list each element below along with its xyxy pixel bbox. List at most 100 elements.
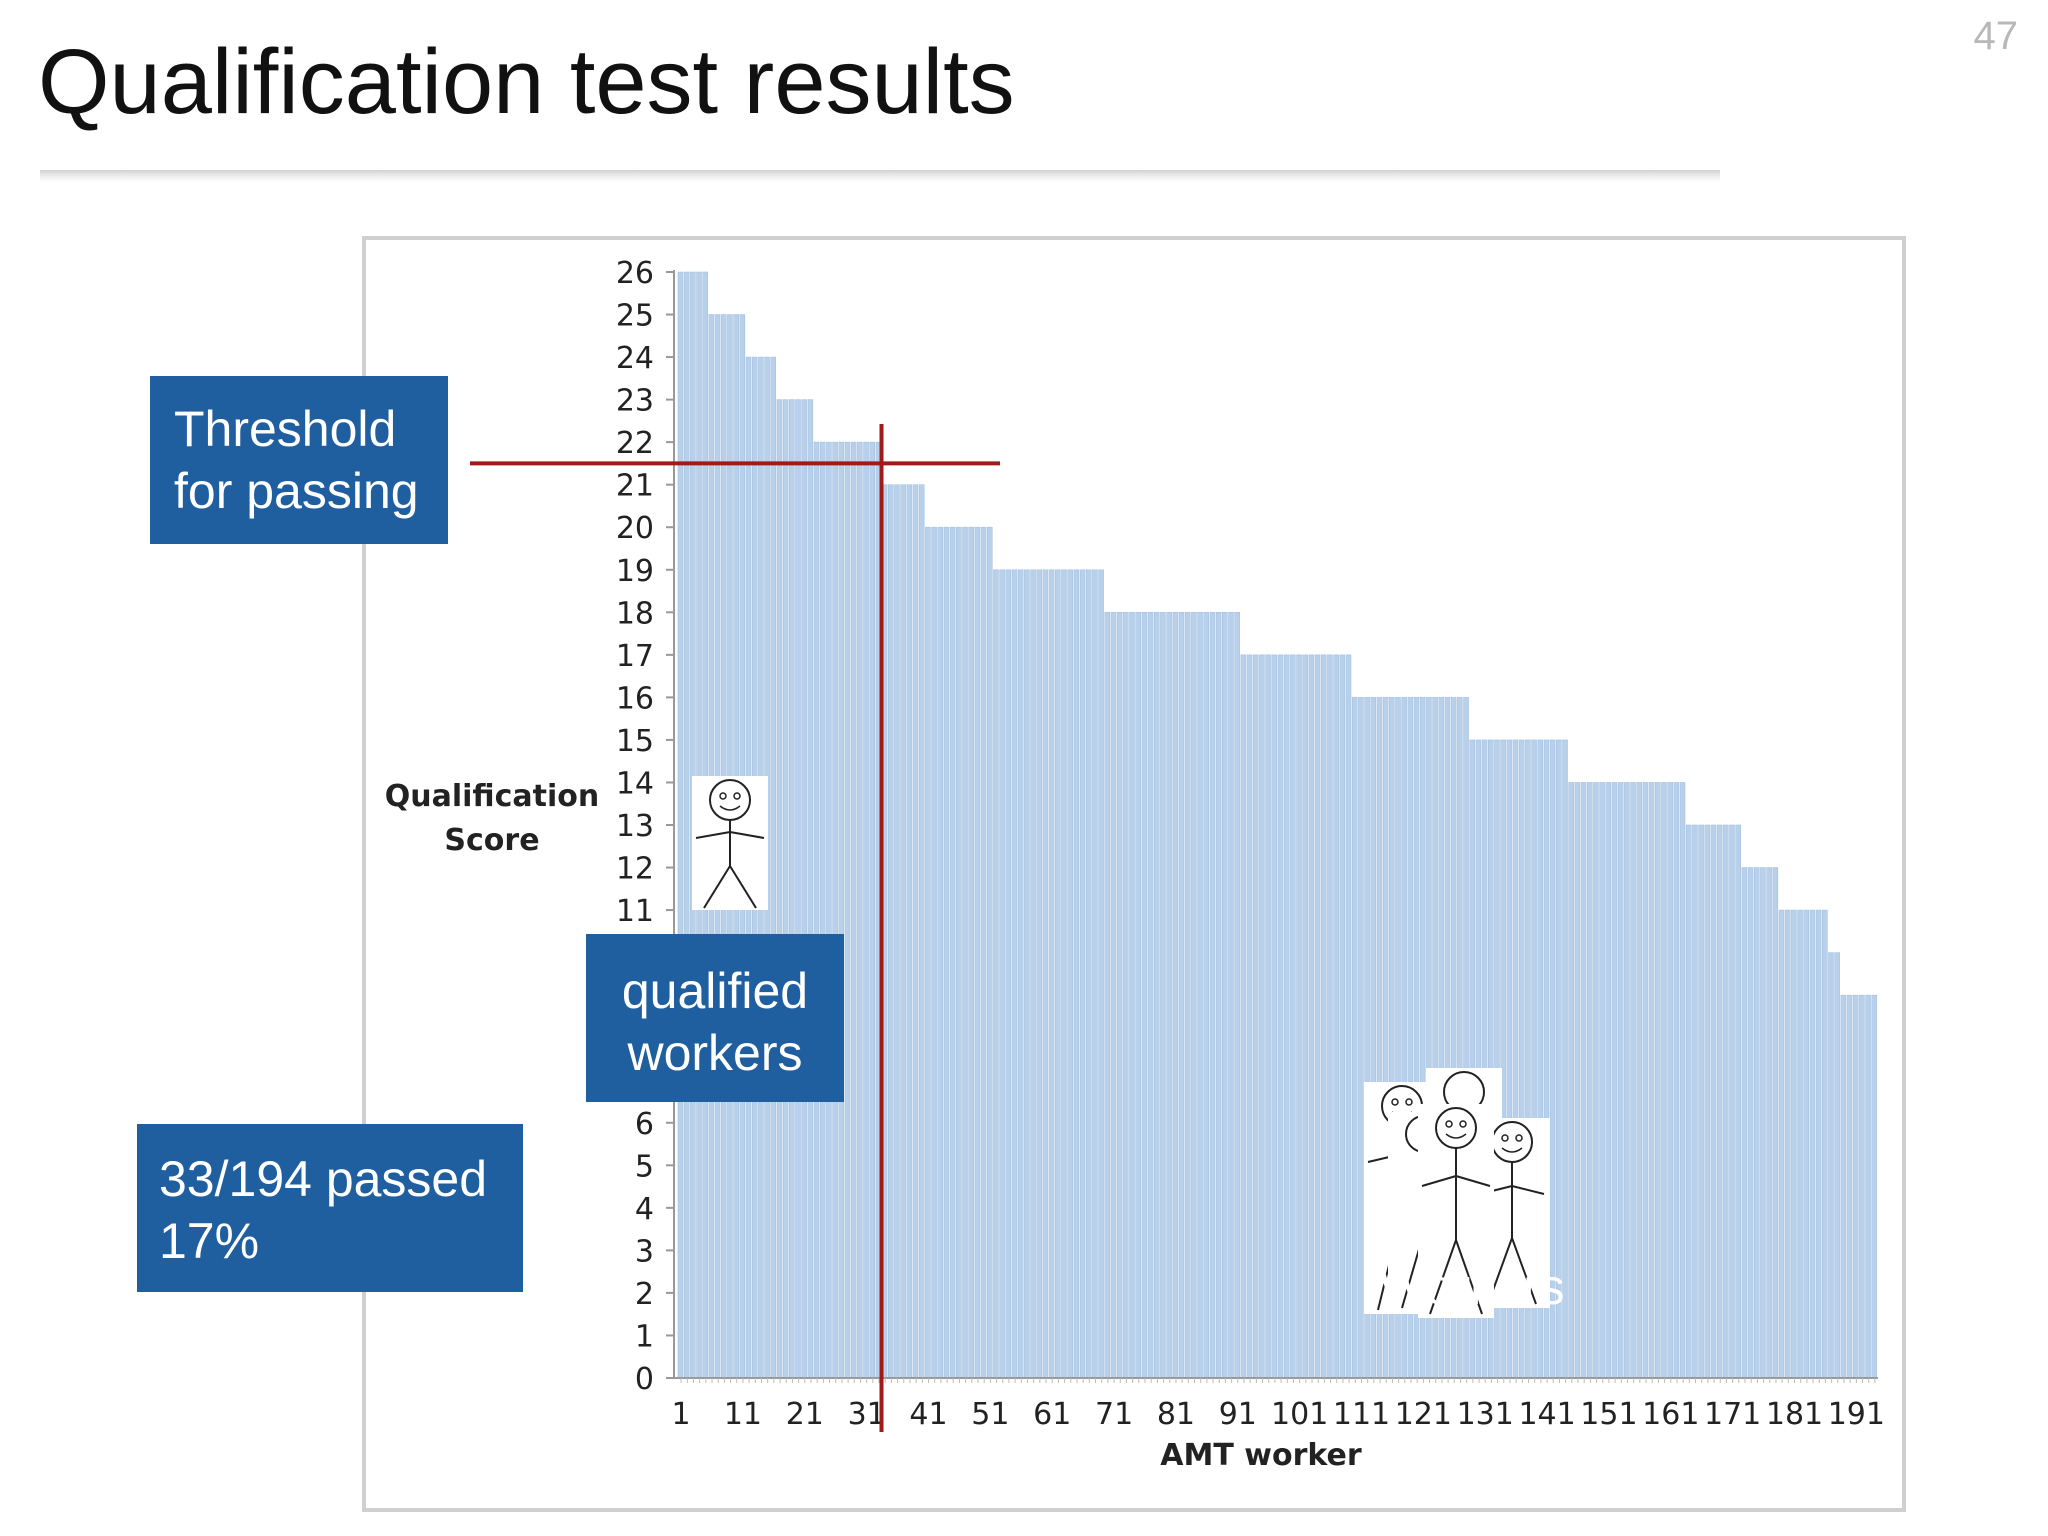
score-bar [1351, 697, 1358, 1379]
score-bar [1215, 612, 1222, 1379]
score-bar [1042, 569, 1049, 1379]
x-tick-label: 141 [1518, 1397, 1575, 1432]
score-bar [1636, 782, 1643, 1379]
threshold-callout: Threshold for passing [150, 376, 448, 544]
score-bar [1222, 612, 1228, 1379]
score-bar [1314, 654, 1321, 1379]
score-bar [1667, 782, 1673, 1379]
x-tick-label: 91 [1219, 1397, 1257, 1432]
x-tick-label: 191 [1828, 1397, 1885, 1432]
y-tick-label: 15 [616, 724, 654, 759]
y-tick-label: 4 [635, 1192, 654, 1227]
stick-figure-group-icon [1364, 1068, 1550, 1318]
x-tick-label: 21 [786, 1397, 824, 1432]
x-tick-label: 101 [1271, 1397, 1328, 1432]
score-bar [962, 526, 968, 1379]
bars-layer [677, 271, 1878, 1379]
score-bar [1048, 569, 1055, 1379]
score-bar [1234, 612, 1240, 1379]
score-bar [1024, 569, 1030, 1379]
score-bar [1197, 612, 1203, 1379]
score-bar [1166, 612, 1172, 1379]
score-bar [1828, 952, 1834, 1379]
score-bar [1704, 824, 1711, 1379]
qualified-callout-line1: qualified [621, 963, 809, 1019]
score-bar [1766, 867, 1772, 1379]
score-bar [956, 526, 962, 1379]
passed-callout-line1: 33/194 passed [159, 1151, 488, 1207]
score-bar [1123, 612, 1129, 1379]
score-bar [1271, 654, 1278, 1379]
y-ticks-layer: 0123456789101112131415161718192021222324… [616, 256, 674, 1397]
score-bar [1228, 612, 1234, 1379]
score-bar [1803, 909, 1810, 1379]
slide-number: 47 [1973, 14, 2019, 58]
y-tick-label: 13 [616, 809, 654, 844]
score-bar [1308, 654, 1315, 1379]
score-bar [1642, 782, 1649, 1379]
x-tick-label: 81 [1157, 1397, 1195, 1432]
y-tick-label: 3 [635, 1234, 654, 1269]
score-bar [1865, 994, 1871, 1379]
y-tick-label: 22 [616, 426, 654, 461]
qualified-workers-callout: qualified workers [586, 934, 844, 1102]
y-tick-label: 16 [616, 681, 654, 716]
score-bar [1840, 994, 1847, 1379]
score-bar [1593, 782, 1599, 1379]
score-bar [1723, 824, 1729, 1379]
score-bar [1753, 867, 1760, 1379]
y-tick-label: 17 [616, 639, 654, 674]
score-bar [857, 441, 863, 1379]
score-bar [931, 526, 937, 1379]
score-bar [1277, 654, 1284, 1379]
score-bar [1135, 612, 1141, 1379]
score-bar [1772, 867, 1779, 1379]
score-bar [1036, 569, 1043, 1379]
score-bar [1791, 909, 1797, 1379]
title-divider [40, 170, 1720, 182]
score-bar [912, 484, 919, 1379]
y-tick-label: 0 [635, 1362, 654, 1397]
score-bar [1030, 569, 1036, 1379]
y-tick-label: 19 [616, 554, 654, 589]
x-tick-label: 61 [1033, 1397, 1071, 1432]
score-bar [1580, 782, 1587, 1379]
score-bar [1184, 612, 1191, 1379]
x-tick-label: 171 [1704, 1397, 1761, 1432]
score-bar [1809, 909, 1816, 1379]
score-bar [1092, 569, 1098, 1379]
score-bar [1852, 994, 1859, 1379]
score-bar [1085, 569, 1092, 1379]
score-bar [1061, 569, 1067, 1379]
score-bar [1265, 654, 1271, 1379]
y-axis-label-line2: Score [444, 823, 539, 858]
y-tick-label: 5 [635, 1149, 654, 1184]
stick-figure-icon [692, 776, 768, 910]
x-tick-label: 131 [1457, 1397, 1514, 1432]
score-bar [1741, 867, 1748, 1379]
x-ticks-layer: 1 11 21 31 41 51 61 71 81 91 101 111 121 131 141 151 161… [672, 1378, 1885, 1432]
score-bar [807, 399, 814, 1379]
score-bar [869, 441, 875, 1379]
score-bar [789, 399, 795, 1379]
score-bar [1574, 782, 1581, 1379]
score-bar [1859, 994, 1865, 1379]
score-bar [819, 441, 826, 1379]
y-tick-label: 12 [616, 852, 654, 887]
score-bar [1240, 654, 1247, 1379]
score-bar [1017, 569, 1024, 1379]
x-tick-label: 31 [848, 1397, 886, 1432]
score-bar [1834, 952, 1840, 1379]
score-bar [1296, 654, 1302, 1379]
score-bar [1716, 824, 1723, 1379]
score-bar [1685, 824, 1692, 1379]
y-tick-label: 23 [616, 384, 654, 419]
score-bar [782, 399, 789, 1379]
slide-title: Qualification test results [38, 31, 1015, 133]
score-bar [1797, 909, 1803, 1379]
score-bar [974, 526, 981, 1379]
x-tick-label: 181 [1766, 1397, 1823, 1432]
score-bar [993, 569, 999, 1379]
score-bar [776, 399, 783, 1379]
